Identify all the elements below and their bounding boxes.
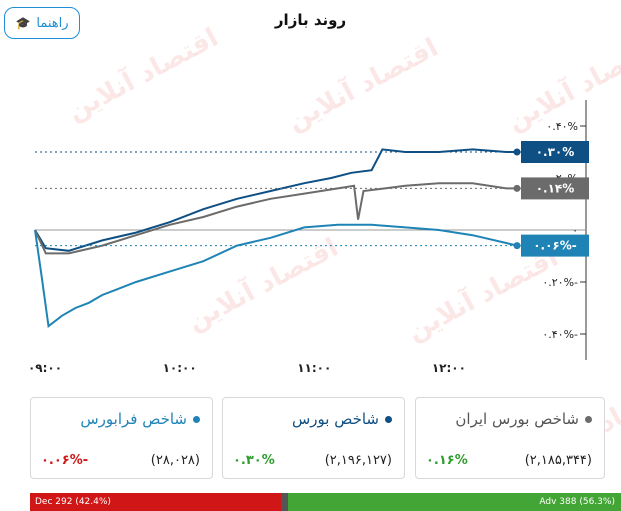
unchanged-segment [280,493,289,511]
index-card[interactable]: شاخص فرابورس ۰.۰۶%- (۲۸,۰۲۸) [30,397,213,479]
series-dot-icon [385,415,392,423]
x-tick-label: ۱۰:۰۰ [163,361,197,375]
index-card-title: شاخص بورس ایران [455,410,579,428]
index-card-value: (۲,۱۹۶,۱۲۷) [324,453,392,468]
y-tick-label: ۰.۴۰%- [542,328,578,341]
guide-button[interactable]: راهنما 🎓 [4,7,80,39]
index-card-name: شاخص فرابورس [80,410,200,428]
guide-button-label: راهنما [36,15,69,31]
advance-segment: Adv 388 (56.3%) [288,493,621,511]
series-dot-icon [193,415,200,423]
series-last-point [513,148,521,156]
index-card-values: ۰.۱۶% (۲,۱۸۵,۳۴۴) [426,453,592,468]
graduation-cap-icon: 🎓 [15,16,31,30]
market-trend-chart: ۰.۴۰%۰.۲۰%۰.۲۰%-۰.۴۰%-۰۰۹:۰۰۱۰:۰۰۱۱:۰۰۱۲… [28,100,589,375]
x-tick-label: ۰۹:۰۰ [28,361,62,375]
series-last-point [513,184,521,192]
index-card-percent: ۰.۳۰% [233,453,275,468]
series-line [34,182,517,255]
series-line [34,223,518,329]
series-last-value-label: ۰.۱۴% [536,181,575,195]
series-last-point [513,242,521,250]
series-last-value-badge [521,177,589,200]
series-last-value-label: ۰.۳۰% [536,145,575,159]
y-tick-label-zero: ۰ [572,224,578,237]
series-last-value-label: ۰.۰۶%- [533,239,577,253]
index-card-title: شاخص فرابورس [80,410,187,428]
page-title: روند بازار [274,11,347,29]
x-tick-label: ۱۲:۰۰ [432,361,466,375]
x-tick-label: ۱۱:۰۰ [297,361,331,375]
index-card-value: (۲,۱۸۵,۳۴۴) [524,453,592,468]
y-tick-label: ۰.۴۰% [546,120,578,133]
index-card-values: ۰.۳۰% (۲,۱۹۶,۱۲۷) [233,453,392,468]
y-tick-label: ۰.۲۰%- [542,276,578,289]
market-breadth-bar: Dec 292 (42.4%) Adv 388 (56.3%) [30,493,621,511]
index-card-values: ۰.۰۶%- (۲۸,۰۲۸) [41,453,200,468]
index-card-value: (۲۸,۰۲۸) [150,453,200,468]
index-card[interactable]: شاخص بورس ایران ۰.۱۶% (۲,۱۸۵,۳۴۴) [415,397,605,479]
index-card[interactable]: شاخص بورس ۰.۳۰% (۲,۱۹۶,۱۲۷) [222,397,405,479]
index-card-name: شاخص بورس [292,410,392,428]
index-card-percent: ۰.۰۶%- [41,453,89,468]
series-line [34,148,517,252]
series-dot-icon [585,415,592,423]
series-last-value-badge [521,141,589,163]
index-card-percent: ۰.۱۶% [426,453,468,468]
index-card-name: شاخص بورس ایران [455,410,592,428]
decline-segment: Dec 292 (42.4%) [30,493,281,511]
series-last-value-badge [521,234,589,257]
index-card-title: شاخص بورس [291,410,379,428]
